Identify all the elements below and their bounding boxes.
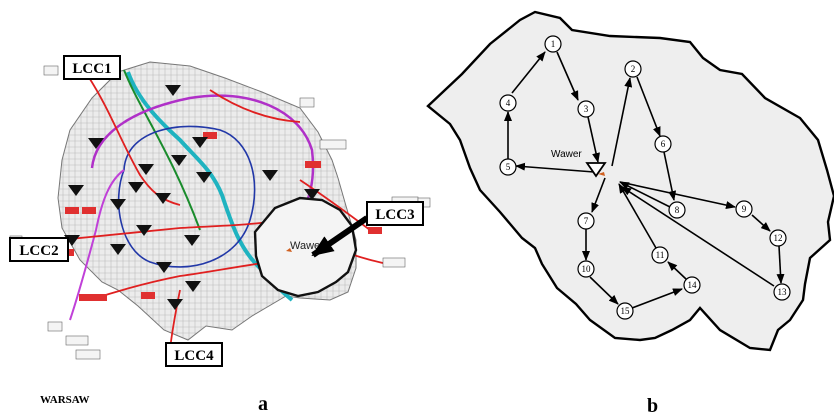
svg-text:7: 7 — [584, 216, 589, 226]
edge-1-3 — [556, 51, 579, 101]
node-1: 1 — [544, 35, 562, 53]
node-10: 10 — [577, 260, 595, 278]
svg-text:14: 14 — [688, 280, 698, 290]
marker — [136, 225, 152, 236]
marker — [155, 193, 171, 204]
edge-4-1 — [511, 51, 546, 94]
svg-text:15: 15 — [621, 306, 631, 316]
node-6: 6 — [654, 135, 672, 153]
svg-text:LCC4: LCC4 — [174, 348, 214, 364]
svg-text:10: 10 — [582, 264, 592, 274]
marker — [68, 185, 84, 196]
node-13: 13 — [773, 283, 791, 301]
marker — [262, 170, 278, 181]
node-9: 9 — [735, 200, 753, 218]
edge-center-9 — [619, 181, 736, 209]
marker — [184, 235, 200, 246]
svg-text:5: 5 — [506, 162, 511, 172]
svg-text:LCC2: LCC2 — [19, 243, 58, 259]
magenta-line — [69, 169, 125, 321]
marker — [171, 155, 187, 166]
node-11: 11 — [651, 246, 669, 264]
red-road-3 — [89, 261, 271, 301]
edge-10-15 — [589, 276, 619, 305]
node-4: 4 — [499, 94, 517, 112]
depot-triangle-icon — [585, 162, 607, 178]
svg-text:4: 4 — [506, 98, 511, 108]
edge-13-center — [621, 186, 775, 287]
marker — [156, 262, 172, 273]
lcc1-box: LCC1 — [63, 55, 121, 80]
node-2: 2 — [624, 60, 642, 78]
facility-markers — [64, 85, 320, 310]
warsaw-map: Wawer LCC1 — [9, 55, 431, 415]
marker — [304, 189, 320, 200]
svg-text:3: 3 — [584, 104, 589, 114]
wawer-label: Wawer — [551, 149, 582, 160]
edge-12-13 — [776, 245, 785, 284]
marker — [110, 199, 126, 210]
edge-15-14 — [631, 288, 683, 309]
red-road-5 — [299, 179, 371, 231]
marker — [165, 85, 181, 96]
svg-text:LCC3: LCC3 — [375, 207, 414, 223]
node-8: 8 — [668, 201, 686, 219]
svg-text:LCC1: LCC1 — [72, 61, 111, 77]
marker — [138, 164, 154, 175]
marker — [167, 299, 183, 310]
node-15: 15 — [616, 302, 634, 320]
edge-3-center — [587, 116, 600, 163]
depot-dot — [598, 172, 605, 176]
graph-nodes: 1 2 3 4 5 6 7 8 9 10 11 12 13 14 15 — [499, 35, 791, 320]
edge-9-12 — [751, 214, 771, 232]
graph-region — [426, 10, 834, 352]
green-line — [123, 69, 201, 231]
svg-text:11: 11 — [656, 250, 665, 260]
svg-text:6: 6 — [661, 139, 666, 149]
marker — [196, 172, 212, 183]
marker — [88, 138, 104, 149]
svg-text:1: 1 — [551, 39, 556, 49]
panel-a-label: a — [258, 393, 268, 415]
blue-ring — [117, 125, 256, 268]
marker — [192, 137, 208, 148]
node-14: 14 — [683, 276, 701, 294]
svg-text:8: 8 — [675, 205, 680, 215]
edge-center-2 — [611, 77, 633, 167]
lcc4-box: LCC4 — [165, 342, 223, 367]
edge-center-7 — [591, 177, 606, 213]
lcc3-arrow — [311, 215, 369, 258]
svg-text:13: 13 — [778, 287, 788, 297]
edge-8-center — [619, 181, 673, 209]
edge-2-6 — [636, 76, 661, 137]
lcc3-box: LCC3 — [366, 201, 424, 226]
marker — [185, 281, 201, 292]
edge-center-5 — [515, 162, 595, 173]
node-7: 7 — [577, 212, 595, 230]
node-5: 5 — [499, 158, 517, 176]
red-road-2 — [59, 221, 269, 241]
wawer-district — [253, 196, 358, 298]
node-12: 12 — [769, 229, 787, 247]
svg-text:9: 9 — [742, 204, 747, 214]
node-3: 3 — [577, 100, 595, 118]
edge-6-8 — [663, 151, 677, 201]
edge-14-11 — [667, 261, 687, 280]
wawer-dot — [286, 248, 292, 252]
panel-b-label: b — [647, 395, 658, 417]
svg-text:2: 2 — [631, 64, 636, 74]
graph-edges — [504, 51, 785, 309]
lcc2-box: LCC2 — [9, 237, 69, 262]
wawer-graph: Wawer 1 2 3 4 5 6 7 8 9 10 11 12 13 14 1… — [426, 10, 834, 417]
marker — [110, 244, 126, 255]
red-road-4 — [209, 89, 301, 123]
city-label: WARSAW — [40, 394, 90, 406]
svg-text:12: 12 — [774, 233, 783, 243]
marker — [128, 182, 144, 193]
